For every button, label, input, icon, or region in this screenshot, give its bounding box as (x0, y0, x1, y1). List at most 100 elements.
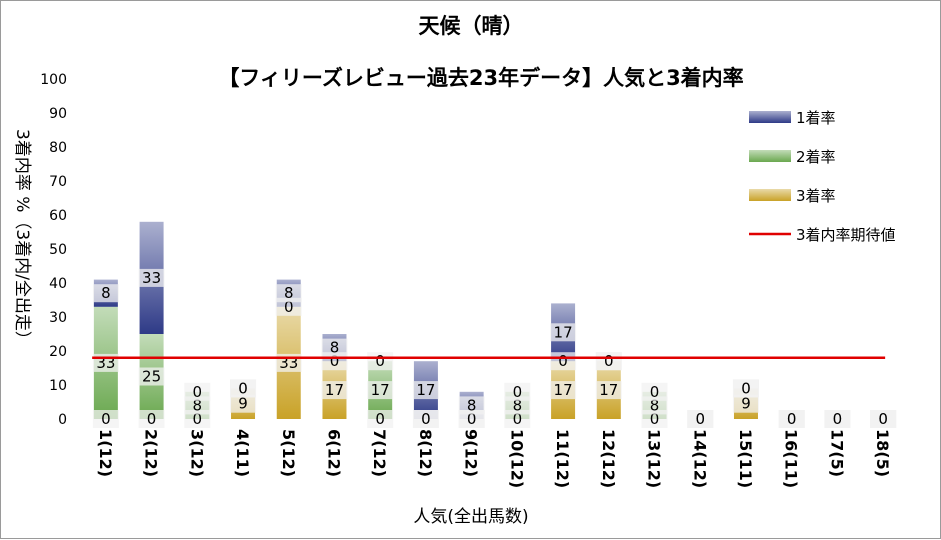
data-label: 25 (142, 368, 161, 386)
legend-label: 3着率 (796, 187, 836, 205)
x-tick-label: 17(5) (827, 429, 846, 477)
data-label: 8 (330, 339, 340, 357)
data-label: 0 (513, 410, 523, 428)
x-tick-label: 12(12) (599, 429, 618, 488)
data-label: 8 (284, 284, 294, 302)
data-label: 0 (650, 383, 660, 401)
data-label-bg (275, 284, 302, 303)
x-tick-label: 10(12) (507, 429, 526, 488)
data-label-bg (687, 410, 714, 428)
y-axis-title: 3着内率 %（3着内/全出走） (12, 129, 32, 348)
x-tick-label: 9(12) (462, 429, 481, 477)
data-label: 9 (238, 395, 248, 413)
data-label: 0 (513, 383, 523, 401)
data-label-bg (367, 381, 394, 400)
x-tick-label: 8(12) (416, 429, 435, 477)
data-label-bg (458, 396, 485, 415)
data-label-bg (92, 284, 119, 303)
data-label: 0 (147, 410, 157, 428)
data-label: 8 (467, 396, 477, 414)
x-tick-label: 16(11) (782, 429, 801, 488)
data-label: 8 (101, 284, 111, 302)
data-label: 8 (193, 396, 203, 414)
data-label-bg (824, 410, 851, 428)
y-tick-label: 10 (49, 378, 67, 394)
data-label-bg (550, 323, 577, 342)
data-label-bg (504, 382, 531, 401)
x-tick-label: 3(12) (187, 429, 206, 477)
data-label-bg (732, 379, 759, 398)
data-label: 17 (554, 381, 573, 399)
data-label-bg (138, 268, 165, 287)
data-labels-group: 0338025330809003308170801700017008080170… (92, 268, 897, 428)
data-label-bg (184, 396, 211, 415)
data-label: 8 (650, 396, 660, 414)
y-tick-label: 100 (40, 72, 67, 88)
y-tick-label: 30 (49, 310, 67, 326)
data-label-bg (641, 410, 668, 428)
data-label-bg (230, 394, 257, 413)
data-label: 0 (650, 410, 660, 428)
data-label-bg (321, 381, 348, 400)
y-tick-label: 90 (49, 106, 67, 122)
data-label: 8 (513, 396, 523, 414)
data-label-bg (321, 338, 348, 357)
data-label: 0 (467, 410, 477, 428)
data-label-bg (184, 382, 211, 401)
data-label-bg (184, 410, 211, 428)
data-label: 0 (741, 379, 751, 397)
data-label-bg (412, 381, 439, 400)
data-label-bg (230, 379, 257, 398)
y-tick-label: 0 (58, 412, 67, 428)
x-tick-label: 14(12) (690, 429, 709, 488)
x-tick-label: 11(12) (553, 429, 572, 488)
x-tick-label: 6(12) (324, 429, 343, 477)
y-tick-label: 80 (49, 140, 67, 156)
data-label: 17 (416, 381, 435, 399)
data-label-bg (367, 410, 394, 428)
data-label: 0 (787, 410, 797, 428)
x-tick-label: 18(5) (873, 429, 892, 477)
data-label-bg (641, 396, 668, 415)
data-label-bg (641, 382, 668, 401)
data-label: 0 (284, 298, 294, 316)
x-tick-labels: 1(12) 2(12) 3(12) 4(11) 5(12) 6(12) 7(12) 8(12)… (96, 429, 892, 488)
x-tick-label: 15(11) (736, 429, 755, 488)
y-tick-label: 70 (49, 174, 67, 190)
data-label: 0 (375, 352, 385, 370)
y-tick-label: 50 (49, 242, 67, 258)
data-label: 0 (193, 383, 203, 401)
legend-swatch (749, 189, 791, 201)
data-label: 17 (371, 381, 390, 399)
data-label: 0 (558, 352, 568, 370)
legend-swatch (749, 150, 791, 162)
x-tick-label: 4(11) (233, 429, 252, 477)
data-label: 0 (193, 410, 203, 428)
x-tick-label: 1(12) (96, 429, 115, 477)
chart-title: 天候（晴） (419, 14, 524, 38)
data-label-bg (412, 410, 439, 428)
x-tick-label: 5(12) (279, 429, 298, 477)
data-label-bg (504, 410, 531, 428)
data-label-bg (138, 410, 165, 428)
data-label: 33 (142, 269, 161, 287)
x-axis-title: 人気(全出馬数) (413, 507, 528, 527)
y-tick-label: 60 (49, 208, 67, 224)
data-label-bg (92, 410, 119, 428)
x-tick-label: 2(12) (142, 429, 161, 477)
data-label: 0 (421, 410, 431, 428)
legend: 1着率 2着率 3着率 3着内率期待値 (749, 109, 896, 244)
legend-label: 3着内率期待値 (796, 226, 896, 244)
y-tick-label: 20 (49, 344, 67, 360)
chart-subtitle: 【フィリーズレビュー過去23年データ】人気と3着内率 (218, 66, 743, 90)
data-label-bg (458, 410, 485, 428)
data-label: 0 (330, 352, 340, 370)
data-label: 0 (238, 379, 248, 397)
x-tick-label: 13(12) (645, 429, 664, 488)
data-label-bg (504, 396, 531, 415)
data-label-bg (275, 297, 302, 316)
data-label: 0 (101, 410, 111, 428)
data-label-bg (778, 410, 805, 428)
data-label: 17 (554, 323, 573, 341)
